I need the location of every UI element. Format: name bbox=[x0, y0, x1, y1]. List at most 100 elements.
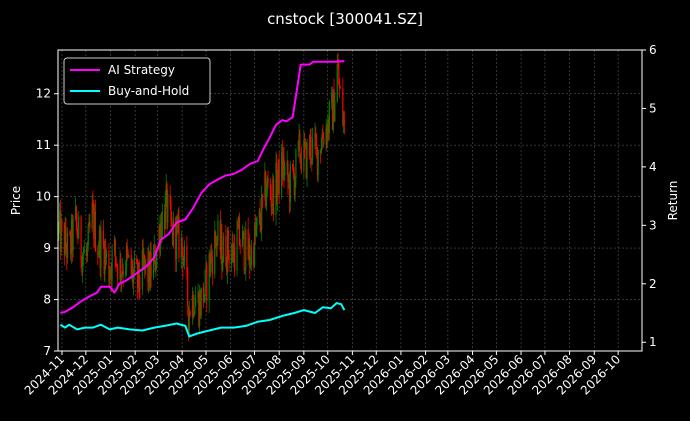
candle-body bbox=[276, 162, 278, 199]
candle-body bbox=[204, 270, 206, 295]
candle-body bbox=[166, 184, 168, 223]
candle-body bbox=[131, 265, 133, 275]
y-tick-label-left: 7 bbox=[43, 344, 51, 358]
candle-body bbox=[58, 225, 60, 233]
candle-body bbox=[186, 246, 188, 270]
legend-label-buy-and-hold: Buy-and-Hold bbox=[108, 84, 189, 98]
candle-body bbox=[137, 262, 139, 288]
candle-body bbox=[89, 221, 91, 229]
candle-body bbox=[276, 182, 279, 199]
candle-body bbox=[312, 138, 314, 160]
candle-body bbox=[259, 209, 261, 225]
candle-body bbox=[236, 228, 238, 271]
candle-body bbox=[121, 274, 123, 281]
candle-body bbox=[280, 152, 283, 195]
candle-body bbox=[222, 235, 225, 263]
candle-body bbox=[92, 203, 94, 208]
candle-body bbox=[245, 228, 247, 270]
candle-body bbox=[304, 142, 307, 147]
candle-body bbox=[72, 219, 74, 251]
candle-body bbox=[221, 231, 223, 271]
legend-box bbox=[63, 57, 211, 105]
candle-body bbox=[233, 246, 235, 262]
candle-body bbox=[288, 180, 290, 183]
candle-body bbox=[78, 216, 80, 239]
candle-body bbox=[59, 211, 61, 251]
candle-body bbox=[164, 211, 166, 230]
candle-body bbox=[164, 196, 167, 230]
candle-body bbox=[331, 93, 334, 130]
candle-body bbox=[343, 120, 346, 123]
candle-body bbox=[294, 178, 296, 196]
candle-body bbox=[227, 229, 229, 255]
candle-body bbox=[222, 262, 224, 271]
candle-body bbox=[180, 237, 182, 258]
candle-body bbox=[206, 264, 208, 301]
candle-body bbox=[109, 274, 111, 282]
candle-body bbox=[321, 133, 323, 149]
candle-body bbox=[191, 294, 194, 317]
candle-body bbox=[181, 237, 183, 249]
candle-body bbox=[128, 254, 130, 257]
y-tick-label-left: 10 bbox=[36, 190, 51, 204]
candle-body bbox=[215, 241, 217, 247]
candlesticks bbox=[58, 52, 346, 342]
candle-body bbox=[267, 178, 269, 184]
candle-body bbox=[327, 120, 330, 133]
candle-body bbox=[169, 194, 171, 204]
candle-body bbox=[214, 231, 217, 242]
candle-body bbox=[156, 248, 158, 266]
y-tick-label-left: 8 bbox=[43, 293, 51, 307]
candle-body bbox=[144, 258, 147, 267]
candle-body bbox=[60, 221, 62, 251]
candle-body bbox=[338, 66, 340, 85]
candle-body bbox=[91, 203, 93, 229]
candle-body bbox=[277, 159, 279, 183]
candle-body bbox=[153, 245, 155, 254]
candle-body bbox=[87, 225, 89, 245]
plot-frame bbox=[57, 49, 643, 352]
candle-body bbox=[230, 252, 233, 264]
candle-body bbox=[300, 158, 303, 172]
candle-body bbox=[115, 256, 117, 265]
candle-body bbox=[93, 207, 95, 239]
candle-body bbox=[86, 248, 88, 256]
candle-body bbox=[237, 228, 239, 230]
candle-body bbox=[208, 254, 210, 301]
candle-body bbox=[314, 133, 316, 139]
candle-body bbox=[342, 88, 344, 125]
candle-body bbox=[339, 87, 342, 89]
candle-body bbox=[88, 221, 90, 226]
candle-body bbox=[311, 158, 313, 160]
candle-body bbox=[333, 89, 335, 122]
series-line-buy-and-hold bbox=[59, 302, 346, 338]
candle-body bbox=[242, 230, 244, 232]
candle-body bbox=[334, 101, 336, 122]
candle-body bbox=[110, 269, 112, 280]
candle-body bbox=[287, 162, 289, 183]
candle-body bbox=[175, 217, 177, 260]
y-tick-label-right: 1 bbox=[649, 335, 657, 349]
chart-title: cnstock [300041.SZ] bbox=[267, 10, 423, 28]
candle-body bbox=[239, 244, 241, 247]
candle-body bbox=[86, 244, 89, 256]
candle-body bbox=[248, 243, 250, 260]
candle-body bbox=[70, 234, 72, 254]
candle-body bbox=[76, 221, 78, 235]
candle-body bbox=[172, 217, 174, 245]
candle-body bbox=[193, 313, 195, 317]
candle-body bbox=[58, 211, 61, 226]
candle-body bbox=[231, 243, 233, 253]
candle-body bbox=[132, 273, 135, 284]
candle-body bbox=[265, 172, 267, 207]
candle-body bbox=[228, 254, 230, 264]
candle-body bbox=[113, 239, 116, 251]
candle-body bbox=[327, 120, 329, 142]
candle-body bbox=[322, 133, 324, 139]
candle-body bbox=[126, 245, 128, 253]
candle-body bbox=[261, 194, 263, 231]
candle-body bbox=[70, 219, 73, 254]
candle-body bbox=[332, 89, 334, 130]
series-line-ai-strategy bbox=[60, 60, 345, 314]
